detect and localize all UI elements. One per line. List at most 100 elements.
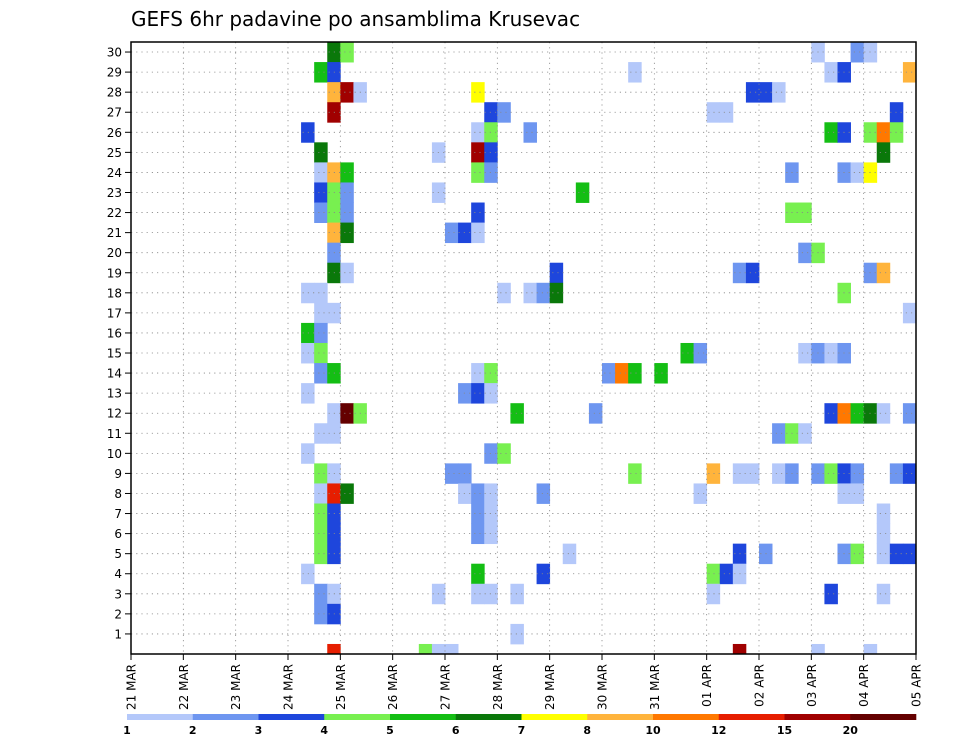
y-tick-label-11: 11 <box>107 427 122 441</box>
colorbar-label-5: 5 <box>386 724 394 737</box>
cell-m25-t15 <box>314 142 328 163</box>
y-tick-label-4: 4 <box>114 567 122 581</box>
cell-m18-t29 <box>497 282 511 304</box>
cell-m13-t27 <box>471 383 485 404</box>
x-tick-label-3: 24 MAR <box>282 664 296 710</box>
x-tick-label-5: 26 MAR <box>386 664 400 710</box>
cell-m28-t27 <box>471 82 485 103</box>
colorbar-swatch-6 <box>455 714 522 720</box>
cell-m21-t27 <box>471 222 485 244</box>
cell-m8-t17 <box>340 483 354 504</box>
x-tick-label-2: 23 MAR <box>229 664 243 710</box>
cell-m19-t58 <box>876 262 891 284</box>
colorbar-swatch-1 <box>127 714 194 720</box>
cell-m8-t32 <box>536 483 551 504</box>
y-tick-label-15: 15 <box>107 347 122 361</box>
x-tick-label-10: 31 MAR <box>648 664 662 710</box>
colorbar-swatch-11 <box>784 714 851 720</box>
cell-m15-t15 <box>314 342 328 364</box>
cell-m6-t27 <box>471 523 485 545</box>
colorbar-swatch-7 <box>521 714 588 720</box>
colorbar-label-11: 15 <box>777 724 792 737</box>
cell-m12-t30 <box>510 403 524 424</box>
y-tick-label-20: 20 <box>107 246 122 260</box>
y-tick-label-10: 10 <box>107 447 122 461</box>
y-tick-label-5: 5 <box>114 547 122 561</box>
cell-m5-t60 <box>902 543 917 565</box>
y-tick-label-27: 27 <box>107 106 122 120</box>
cell-m1-t30 <box>510 623 524 645</box>
cell-m9-t56 <box>850 463 865 484</box>
cell-m14-t38 <box>615 363 629 384</box>
y-tick-label-30: 30 <box>107 46 122 60</box>
colorbar-swatch-8 <box>587 714 654 720</box>
x-tick-label-11: 01 APR <box>700 664 714 707</box>
y-tick-label-18: 18 <box>107 286 122 300</box>
cell-m14-t27 <box>471 363 485 384</box>
x-tick-label-9: 30 MAR <box>596 664 610 710</box>
cell-m11-t52 <box>798 423 812 444</box>
colorbar-label-7: 7 <box>518 724 526 737</box>
cell-m27-t46 <box>719 102 734 123</box>
y-tick-label-12: 12 <box>107 407 122 421</box>
cell-m25-t27 <box>471 142 485 163</box>
cell-m7-t15 <box>314 503 328 524</box>
cell-m9-t48 <box>745 463 760 484</box>
cell-m4-t46 <box>719 563 734 585</box>
cell-m24-t15 <box>314 162 328 183</box>
y-tick-label-2: 2 <box>114 607 122 621</box>
colorbar-label-12: 20 <box>843 724 859 737</box>
colorbar-label-8: 8 <box>583 724 591 737</box>
y-tick-label-24: 24 <box>107 166 122 180</box>
cell-m30-t17 <box>340 42 354 63</box>
cell-m7-t27 <box>471 503 485 524</box>
cell-m29-t60 <box>902 62 917 83</box>
x-axis: 21 MAR 22 MAR 23 MAR 24 MAR 25 MAR 26 MAR 27 M… <box>125 654 924 710</box>
cell-m0-t24 <box>431 643 446 655</box>
cell-m17-t60 <box>902 302 917 324</box>
cell-m0-t47 <box>732 643 747 655</box>
cell-m8-t15 <box>314 483 328 504</box>
grid-layer <box>131 42 916 654</box>
cell-m11-t15 <box>314 423 328 444</box>
cell-m20-t52 <box>798 242 812 264</box>
colorbar-label-1: 1 <box>123 724 131 737</box>
cell-m22-t52 <box>798 202 812 223</box>
cell-m14-t39 <box>628 363 642 384</box>
cell-m23-t35 <box>575 182 590 203</box>
cell-m15-t52 <box>798 342 812 364</box>
y-tick-label-29: 29 <box>107 66 122 80</box>
cell-m29-t15 <box>314 62 328 83</box>
y-tick-label-17: 17 <box>107 306 122 320</box>
plot-frame <box>130 41 917 655</box>
cell-m19-t33 <box>549 262 564 284</box>
cell-m26-t58 <box>876 122 891 143</box>
cell-m18-t15 <box>314 282 328 304</box>
cell-m5-t56 <box>850 543 865 565</box>
y-tick-label-13: 13 <box>107 387 122 401</box>
colorbar-label-2: 2 <box>189 724 197 737</box>
cell-m9-t60 <box>902 463 917 484</box>
y-tick-label-26: 26 <box>107 126 122 140</box>
cell-m4-t32 <box>536 563 551 585</box>
x-tick-label-12: 02 APR <box>753 664 767 707</box>
x-tick-label-4: 25 MAR <box>334 664 348 710</box>
cell-m6-t58 <box>876 523 891 545</box>
y-axis: 1234567891011121314151617181920212223242… <box>107 46 131 641</box>
y-tick-label-23: 23 <box>107 186 122 200</box>
cell-m29-t39 <box>628 62 642 83</box>
y-tick-label-19: 19 <box>107 266 122 280</box>
colorbar-swatch-3 <box>258 714 325 720</box>
colorbar-swatch-12 <box>850 714 917 720</box>
cell-m5-t58 <box>876 543 891 565</box>
cell-m18-t33 <box>549 282 564 304</box>
cell-m14-t41 <box>654 363 668 384</box>
cell-m22-t15 <box>314 202 328 223</box>
cell-m24-t17 <box>340 162 354 183</box>
cell-m21-t25 <box>445 222 459 244</box>
cell-m9-t25 <box>445 463 459 484</box>
cell-m8-t27 <box>471 483 485 504</box>
y-tick-label-7: 7 <box>114 507 122 521</box>
cell-m0-t16 <box>327 643 341 655</box>
y-tick-label-21: 21 <box>107 226 122 240</box>
